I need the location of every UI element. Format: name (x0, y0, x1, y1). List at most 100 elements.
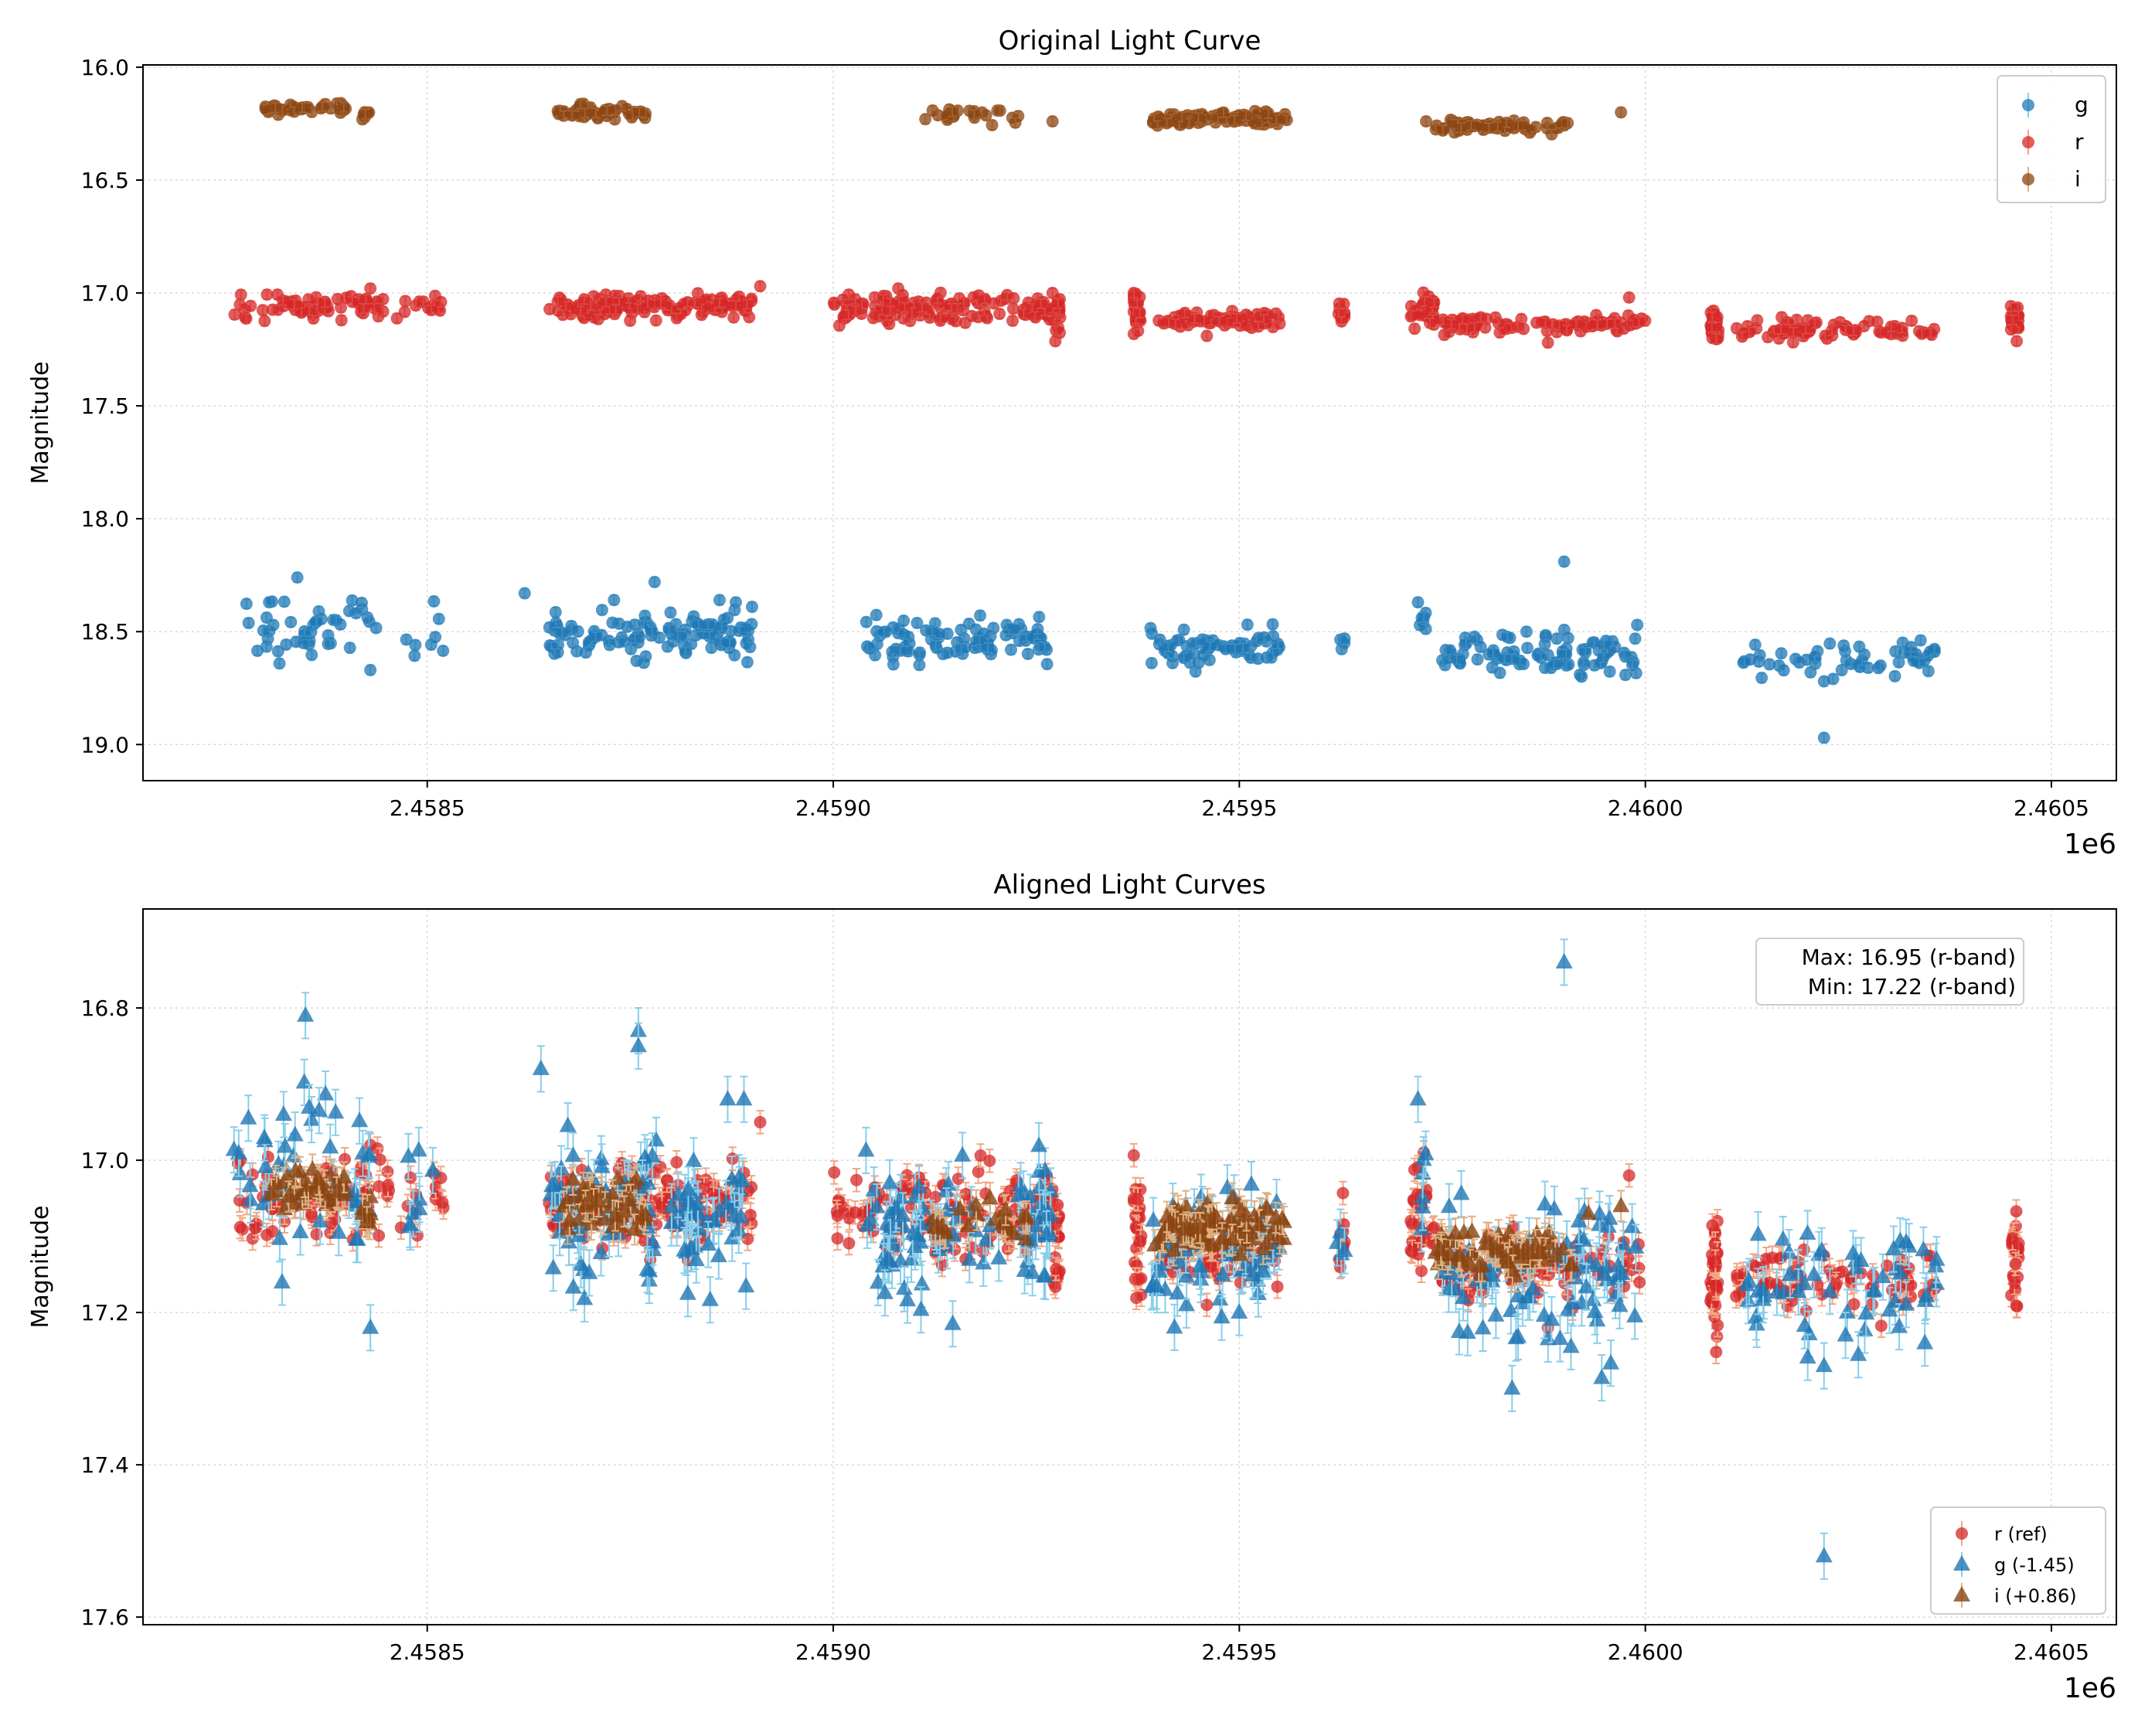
data-point (589, 630, 602, 643)
data-point (1847, 324, 1860, 337)
data-point (1203, 640, 1217, 653)
data-point (1006, 302, 1020, 315)
data-point (570, 645, 584, 658)
data-point (425, 304, 438, 317)
data-point (679, 645, 692, 659)
data-point (1863, 315, 1876, 328)
data-point (273, 657, 286, 670)
data-point (408, 649, 421, 662)
data-point (574, 305, 587, 318)
data-point (958, 632, 971, 645)
data-point (1511, 320, 1524, 333)
data-point (1335, 315, 1348, 328)
data-point (1558, 623, 1571, 636)
data-point (1789, 652, 1802, 665)
data-point (892, 282, 905, 295)
data-point (592, 312, 605, 325)
data-point (1579, 646, 1592, 659)
data-point (343, 642, 356, 655)
data-point (1000, 618, 1013, 631)
data-point (662, 623, 676, 636)
data-point (310, 615, 323, 628)
data-point (1772, 659, 1786, 672)
data-point (1333, 297, 1346, 310)
data-point (606, 616, 619, 629)
data-point (428, 289, 441, 302)
data-point (648, 575, 661, 588)
data-point (342, 604, 356, 618)
data-point (1839, 645, 1852, 658)
data-point (318, 296, 332, 309)
data-point (335, 314, 348, 327)
data-point (1619, 669, 1632, 682)
data-point (1021, 647, 1034, 660)
data-point (1188, 312, 1201, 325)
data-point (424, 638, 437, 652)
data-point (1710, 332, 1723, 345)
data-point (1419, 622, 1432, 635)
data-marks (228, 97, 2025, 744)
data-point (399, 294, 412, 308)
data-point (595, 604, 608, 617)
series-g (240, 555, 1941, 744)
data-point (1034, 297, 1047, 310)
data-point (1520, 642, 1534, 655)
data-point (357, 302, 370, 315)
data-point (1631, 618, 1644, 631)
data-point (993, 308, 1006, 321)
data-point (1051, 297, 1064, 310)
data-point (1591, 318, 1604, 332)
data-point (1560, 648, 1573, 661)
data-point (634, 290, 647, 303)
data-point (713, 594, 726, 607)
data-point (271, 645, 284, 658)
data-point (602, 635, 615, 648)
data-point (661, 640, 674, 653)
data-point (1040, 658, 1054, 671)
data-point (962, 617, 975, 630)
data-point (234, 288, 247, 301)
data-point (1855, 654, 1868, 667)
data-point (1038, 641, 1051, 654)
data-point (608, 594, 621, 607)
data-point (1004, 643, 1017, 656)
data-point (263, 625, 276, 638)
data-point (256, 304, 269, 317)
data-point (363, 615, 376, 628)
data-point (1547, 658, 1561, 671)
data-point (649, 314, 662, 327)
data-point (1266, 618, 1279, 631)
data-point (549, 606, 562, 619)
data-point (242, 616, 255, 629)
data-point (1570, 318, 1583, 331)
data-point (645, 625, 659, 638)
data-point (1753, 648, 1766, 662)
data-point (1551, 632, 1564, 645)
data-point (364, 663, 377, 676)
data-point (724, 625, 737, 638)
data-point (1534, 651, 1547, 664)
data-point (1520, 625, 1533, 638)
data-point (1835, 664, 1848, 677)
data-point (701, 618, 714, 631)
data-point (1928, 642, 1941, 655)
data-point (1000, 288, 1013, 301)
data-point (1924, 326, 1937, 339)
data-point (1705, 321, 1718, 334)
data-point (291, 571, 304, 584)
data-point (1748, 638, 1762, 652)
data-point (870, 625, 883, 638)
data-point (557, 308, 570, 322)
data-point (728, 648, 741, 662)
data-point (432, 612, 445, 625)
data-point (1423, 316, 1436, 329)
data-point (1622, 309, 1635, 322)
data-point (1486, 647, 1500, 660)
data-point (1228, 642, 1241, 655)
data-point (518, 587, 531, 600)
data-point (1127, 328, 1140, 341)
data-point (1895, 322, 1908, 335)
data-point (913, 659, 926, 672)
data-point (258, 315, 271, 328)
data-point (1892, 655, 1905, 669)
